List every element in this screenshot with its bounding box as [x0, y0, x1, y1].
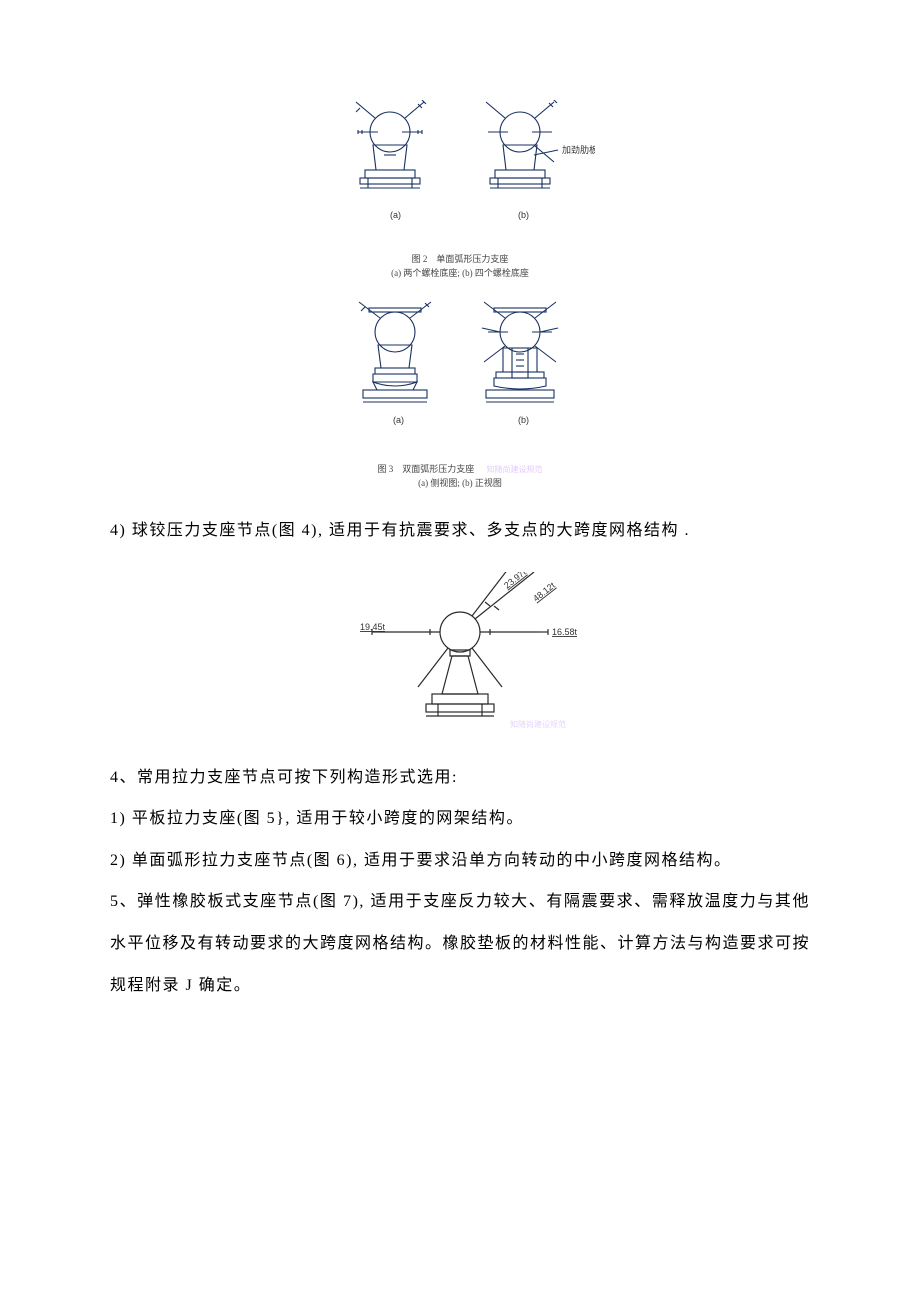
figure-4-block: 19.45t 16.58t 23.97t 48.12t 知随尚建设规范 [110, 572, 810, 742]
fig4-dim-4: 16.58t [552, 627, 578, 637]
figure-3-caption: 图 3 双面弧形压力支座 知随尚建设规范 (a) 侧视图; (b) 正视图 [110, 463, 810, 490]
fig4-dim-3: 48.12t [531, 580, 557, 604]
fig4-dim-1: 19.45t [360, 622, 386, 632]
figure-2-svg: (a) (b) 加劲肋板 [325, 100, 595, 245]
fig2-sub-a-label: (a) [390, 210, 401, 220]
item-4-2: 2) 单面弧形拉力支座节点(图 6), 适用于要求沿单方向转动的中小跨度网格结构… [110, 840, 810, 882]
fig2-sub-b-label: (b) [518, 210, 529, 220]
fig3-watermark: 知随尚建设规范 [487, 464, 543, 476]
fig2-anno-label: 加劲肋板 [562, 144, 595, 155]
figure-3-block: (a) (b) [110, 300, 810, 455]
heading-5: 5、弹性橡胶板式支座节点(图 7), 适用于支座反力较大、有隔震要求、需释放温度… [110, 881, 810, 1006]
item-4-1: 1) 平板拉力支座(图 5}, 适用于较小跨度的网架结构。 [110, 798, 810, 840]
fig4-dim-2: 23.97t [502, 572, 528, 591]
fig2-caption-sub: (a) 两个螺栓底座; (b) 四个螺栓底座 [110, 267, 810, 281]
fig3-sub-b-label: (b) [518, 415, 529, 425]
figure-4-svg: 19.45t 16.58t 23.97t 48.12t 知随尚建设规范 [320, 572, 600, 742]
heading-4: 4、常用拉力支座节点可按下列构造形式选用: [110, 757, 810, 799]
figure-3-svg: (a) (b) [325, 300, 595, 455]
fig3-caption-main: 图 3 双面弧形压力支座 [377, 464, 474, 474]
figure-2-block: (a) (b) 加劲肋板 [110, 100, 810, 245]
fig3-sub-a-label: (a) [393, 415, 404, 425]
fig2-caption-main: 图 2 单面弧形压力支座 [110, 253, 810, 267]
para-item-4: 4) 球铰压力支座节点(图 4), 适用于有抗震要求、多支点的大跨度网格结构 . [110, 510, 810, 552]
fig3-caption-sub: (a) 侧视图; (b) 正视图 [418, 478, 502, 488]
figure-2-caption: 图 2 单面弧形压力支座 (a) 两个螺栓底座; (b) 四个螺栓底座 [110, 253, 810, 280]
fig4-watermark: 知随尚建设规范 [510, 719, 566, 729]
